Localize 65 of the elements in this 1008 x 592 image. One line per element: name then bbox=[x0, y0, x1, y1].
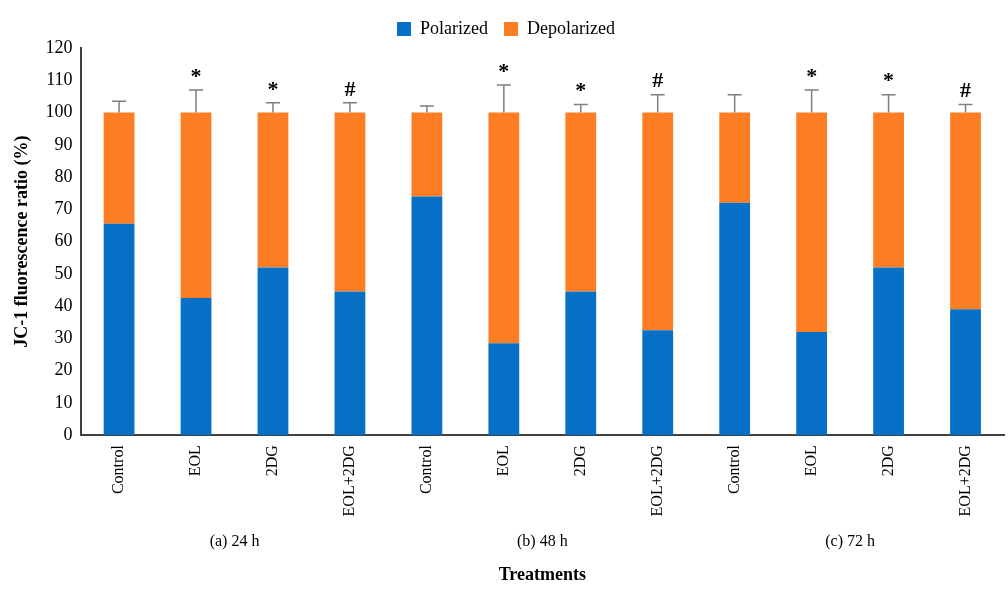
x-tick-label: EOL bbox=[494, 445, 512, 477]
bar bbox=[873, 267, 904, 436]
x-tick-label: 2DG bbox=[570, 444, 588, 477]
text: (b) 48 h bbox=[516, 532, 568, 551]
x-tick-label: Control bbox=[109, 444, 127, 495]
data-label: # bbox=[652, 67, 664, 93]
data-label: * bbox=[190, 62, 202, 88]
x-tick-label: EOL+2DG bbox=[647, 444, 665, 517]
bar bbox=[950, 309, 981, 436]
bar bbox=[719, 112, 751, 203]
bar bbox=[796, 331, 828, 436]
x-tick-label: 2DG bbox=[263, 444, 281, 477]
data-label: # bbox=[344, 75, 356, 101]
x-tick-label: EOL bbox=[801, 445, 819, 477]
bar bbox=[257, 112, 289, 268]
x-tick-label: Control bbox=[417, 444, 435, 495]
legend-label: Depolarized bbox=[527, 17, 615, 38]
bar bbox=[257, 267, 289, 436]
y-axis-title: JC-1 fluorescence ratio (%) bbox=[11, 135, 33, 348]
bar bbox=[642, 112, 674, 331]
x-tick-label: EOL bbox=[186, 445, 204, 477]
bar bbox=[411, 112, 443, 197]
y-tick-label: 100 bbox=[45, 101, 73, 122]
y-tick-label: 80 bbox=[54, 165, 73, 186]
text: (a) 24 h bbox=[209, 532, 260, 551]
y-tick-label: 60 bbox=[54, 230, 73, 251]
x-tick-label: Control bbox=[724, 444, 742, 495]
bar bbox=[796, 112, 828, 332]
bar bbox=[334, 112, 366, 292]
x-tick-label: EOL+2DG bbox=[955, 444, 973, 517]
y-tick-label: 40 bbox=[54, 294, 73, 315]
data-label: # bbox=[960, 77, 972, 103]
bar bbox=[334, 291, 366, 436]
bar bbox=[642, 330, 674, 436]
data-label: * bbox=[575, 77, 587, 103]
bar bbox=[719, 202, 751, 436]
bar bbox=[565, 291, 597, 436]
y-tick-label: 0 bbox=[63, 423, 73, 444]
data-label: * bbox=[883, 67, 895, 93]
x-tick-label: EOL+2DG bbox=[340, 444, 358, 517]
text: (c) 72 h bbox=[825, 532, 875, 551]
bar bbox=[565, 112, 597, 292]
bar bbox=[180, 112, 212, 299]
legend-label: Polarized bbox=[420, 17, 489, 38]
bar bbox=[180, 298, 212, 436]
y-tick-label: 50 bbox=[54, 262, 73, 283]
y-tick-label: 20 bbox=[54, 359, 73, 380]
y-tick-label: 90 bbox=[54, 133, 73, 154]
y-tick-label: 110 bbox=[46, 69, 73, 89]
x-axis-title: Treatments bbox=[498, 563, 586, 584]
bar bbox=[873, 112, 904, 268]
y-tick-label: 120 bbox=[45, 36, 73, 57]
bar bbox=[950, 112, 981, 310]
bar bbox=[488, 343, 520, 436]
y-tick-label: 30 bbox=[54, 327, 73, 348]
bar bbox=[488, 112, 520, 344]
data-label: * bbox=[498, 57, 510, 83]
y-tick-label: 70 bbox=[54, 198, 73, 219]
bar bbox=[411, 196, 443, 436]
data-label: * bbox=[806, 62, 818, 88]
bar bbox=[103, 223, 135, 436]
bar bbox=[103, 112, 135, 224]
y-tick-label: 10 bbox=[54, 391, 73, 412]
data-label: * bbox=[267, 75, 279, 101]
x-tick-label: 2DG bbox=[878, 444, 896, 477]
